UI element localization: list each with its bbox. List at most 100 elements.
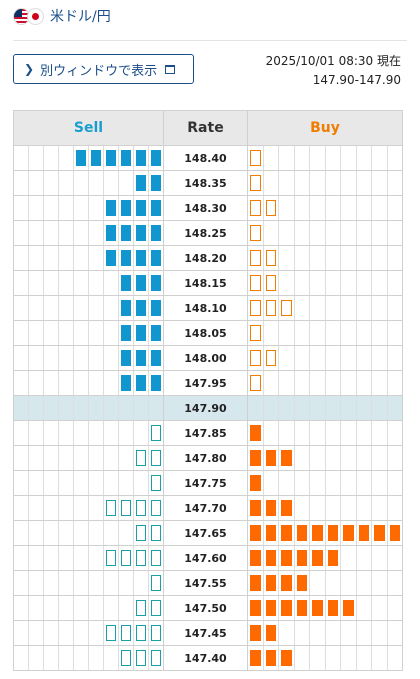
sell-volume-cell: [13, 295, 164, 321]
buy-volume-block: [327, 525, 338, 541]
order-book-row: 147.65: [13, 520, 403, 546]
sell-volume-cell: [13, 495, 164, 521]
order-book-row: 147.90: [13, 395, 403, 421]
sell-volume-cell: [13, 345, 164, 371]
sell-volume-block: [136, 250, 146, 266]
sell-volume-cell: [13, 220, 164, 246]
sell-volume-cell: [13, 370, 164, 396]
sell-volume-block: [91, 150, 101, 166]
sell-volume-block: [136, 450, 146, 466]
buy-volume-block: [250, 300, 261, 316]
buy-volume-cell: [247, 595, 403, 621]
rate-column-header: Rate: [163, 110, 248, 146]
buy-volume-cell: [247, 495, 403, 521]
currency-pair-title: 米ドル/円: [50, 9, 111, 25]
buy-volume-block: [250, 175, 261, 191]
order-book-row: 147.60: [13, 545, 403, 571]
chevron-right-icon: ❯: [24, 62, 35, 76]
sell-volume-block: [106, 500, 116, 516]
buy-volume-cell: [247, 520, 403, 546]
sell-volume-cell: [13, 620, 164, 646]
buy-volume-cell: [247, 395, 403, 421]
buy-volume-cell: [247, 420, 403, 446]
sell-volume-block: [121, 350, 131, 366]
buy-volume-block: [265, 575, 276, 591]
buy-volume-block: [250, 375, 261, 391]
sell-volume-cell: [13, 195, 164, 221]
buy-volume-block: [281, 550, 292, 566]
sell-volume-block: [136, 600, 146, 616]
jp-flag-icon: [27, 7, 44, 25]
sell-volume-block: [151, 550, 161, 566]
order-book-row: 148.15: [13, 270, 403, 296]
buy-volume-block: [296, 525, 307, 541]
sell-volume-block: [151, 175, 161, 191]
buy-volume-cell: [247, 270, 403, 296]
order-book-row: 147.55: [13, 570, 403, 596]
buy-volume-block: [312, 525, 323, 541]
sell-volume-block: [106, 250, 116, 266]
order-book-row: 148.35: [13, 170, 403, 196]
buy-volume-block: [281, 300, 292, 316]
buy-volume-cell: [247, 295, 403, 321]
sell-volume-cell: [13, 645, 164, 671]
sell-volume-block: [151, 425, 161, 441]
sell-volume-block: [151, 325, 161, 341]
sell-volume-block: [151, 475, 161, 491]
order-book-row: 147.75: [13, 470, 403, 496]
buy-volume-block: [389, 525, 400, 541]
sell-volume-block: [121, 150, 131, 166]
open-new-window-button[interactable]: ❯ 別ウィンドウで表示: [13, 54, 194, 84]
sell-volume-cell: [13, 245, 164, 271]
sell-volume-cell: [13, 170, 164, 196]
rate-label: 147.55: [163, 570, 248, 596]
buy-volume-block: [250, 600, 261, 616]
order-book-row: 148.25: [13, 220, 403, 246]
buy-volume-cell: [247, 245, 403, 271]
rate-label: 147.85: [163, 420, 248, 446]
sell-volume-block: [136, 625, 146, 641]
buy-volume-block: [265, 550, 276, 566]
rate-meta: 2025/10/01 08:30 現在 147.90-147.90: [266, 52, 401, 90]
order-book-row: 148.00: [13, 345, 403, 371]
order-book-row: 148.40: [13, 145, 403, 171]
sell-volume-block: [121, 375, 131, 391]
sell-volume-block: [151, 650, 161, 666]
sell-volume-cell: [13, 520, 164, 546]
sell-volume-cell: [13, 320, 164, 346]
buy-volume-block: [250, 650, 261, 666]
buy-volume-block: [265, 500, 276, 516]
buy-volume-block: [250, 275, 261, 291]
buy-volume-block: [250, 150, 261, 166]
open-new-window-label: 別ウィンドウで表示: [40, 63, 158, 79]
buy-volume-block: [265, 625, 276, 641]
order-book-row: 147.50: [13, 595, 403, 621]
sell-volume-cell: [13, 545, 164, 571]
buy-volume-block: [343, 525, 354, 541]
buy-volume-block: [250, 325, 261, 341]
buy-volume-block: [265, 300, 276, 316]
rate-label: 147.80: [163, 445, 248, 471]
buy-volume-block: [265, 250, 276, 266]
sell-volume-block: [151, 350, 161, 366]
buy-volume-block: [250, 500, 261, 516]
sell-volume-block: [136, 150, 146, 166]
buy-volume-cell: [247, 570, 403, 596]
sell-volume-block: [121, 325, 131, 341]
rate-label: 147.60: [163, 545, 248, 571]
sell-volume-block: [136, 350, 146, 366]
buy-volume-block: [281, 575, 292, 591]
buy-volume-cell: [247, 370, 403, 396]
sell-volume-block: [151, 250, 161, 266]
sell-volume-block: [121, 500, 131, 516]
sell-volume-cell: [13, 420, 164, 446]
sell-volume-block: [136, 175, 146, 191]
buy-volume-cell: [247, 320, 403, 346]
rate-label: 147.40: [163, 645, 248, 671]
rate-label: 147.50: [163, 595, 248, 621]
rate-label: 147.95: [163, 370, 248, 396]
buy-volume-block: [265, 200, 276, 216]
sell-volume-block: [136, 275, 146, 291]
sell-volume-block: [136, 225, 146, 241]
buy-volume-cell: [247, 145, 403, 171]
